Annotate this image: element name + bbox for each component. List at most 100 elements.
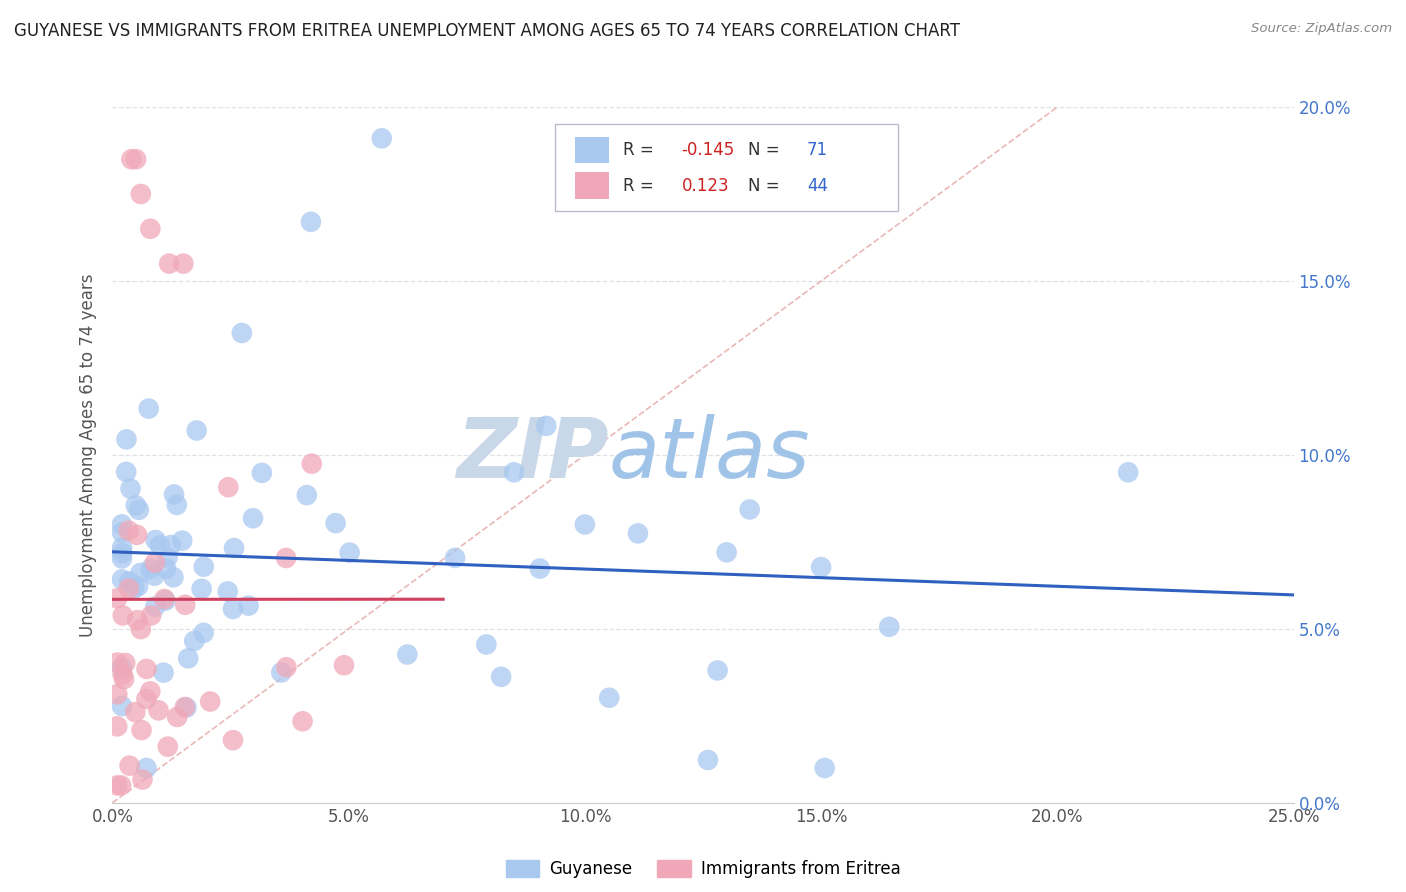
Text: Source: ZipAtlas.com: Source: ZipAtlas.com bbox=[1251, 22, 1392, 36]
Point bbox=[115, 433, 138, 447]
Point bbox=[143, 556, 166, 570]
Point bbox=[118, 758, 141, 772]
Point bbox=[174, 598, 197, 612]
Point bbox=[120, 482, 142, 496]
Point bbox=[716, 545, 738, 559]
Point bbox=[706, 664, 728, 678]
Point bbox=[222, 541, 245, 555]
Point bbox=[193, 625, 215, 640]
Point bbox=[114, 656, 136, 670]
Point bbox=[117, 524, 139, 538]
Point bbox=[250, 466, 273, 480]
Point bbox=[111, 525, 134, 540]
Point bbox=[186, 424, 208, 438]
Point bbox=[222, 733, 245, 747]
Point bbox=[198, 694, 221, 708]
Point bbox=[131, 772, 153, 787]
Point bbox=[129, 622, 152, 636]
Point bbox=[536, 418, 558, 433]
Point bbox=[274, 551, 297, 566]
Point bbox=[143, 568, 166, 582]
Point bbox=[152, 665, 174, 680]
Point bbox=[598, 690, 620, 705]
Point bbox=[155, 562, 177, 576]
Point bbox=[160, 538, 183, 552]
Point bbox=[135, 761, 157, 775]
Point bbox=[111, 546, 134, 560]
Point bbox=[129, 566, 152, 580]
Point bbox=[135, 662, 157, 676]
Point bbox=[120, 152, 142, 166]
Point bbox=[105, 719, 128, 733]
Point bbox=[111, 541, 134, 555]
Point bbox=[125, 152, 148, 166]
Point bbox=[105, 591, 128, 606]
Point bbox=[396, 648, 419, 662]
Point bbox=[149, 539, 172, 553]
Text: atlas: atlas bbox=[609, 415, 810, 495]
Y-axis label: Unemployment Among Ages 65 to 74 years: Unemployment Among Ages 65 to 74 years bbox=[79, 273, 97, 637]
Point bbox=[183, 634, 205, 648]
Point bbox=[489, 670, 512, 684]
Point bbox=[697, 753, 720, 767]
Point bbox=[529, 561, 551, 575]
Legend: Guyanese, Immigrants from Eritrea: Guyanese, Immigrants from Eritrea bbox=[499, 854, 907, 885]
Point bbox=[122, 582, 145, 596]
Point bbox=[166, 498, 188, 512]
Text: 0.123: 0.123 bbox=[682, 177, 730, 194]
Point bbox=[111, 573, 134, 587]
Point bbox=[574, 517, 596, 532]
Point bbox=[115, 465, 138, 479]
Text: ZIP: ZIP bbox=[456, 415, 609, 495]
Point bbox=[325, 516, 347, 530]
Point bbox=[156, 550, 179, 565]
Point bbox=[125, 499, 148, 513]
Point bbox=[193, 559, 215, 574]
FancyBboxPatch shape bbox=[575, 172, 609, 199]
Point bbox=[222, 602, 245, 616]
FancyBboxPatch shape bbox=[575, 137, 609, 163]
Point bbox=[153, 592, 176, 607]
Point bbox=[172, 533, 194, 548]
Point bbox=[291, 714, 314, 729]
Point bbox=[131, 723, 153, 737]
Point bbox=[139, 221, 162, 235]
Point bbox=[339, 546, 361, 560]
Point bbox=[111, 608, 134, 623]
Point bbox=[111, 661, 134, 675]
Point bbox=[163, 487, 186, 501]
FancyBboxPatch shape bbox=[555, 124, 898, 211]
Point bbox=[155, 593, 177, 607]
Point bbox=[157, 256, 180, 270]
Point bbox=[217, 480, 239, 494]
Point bbox=[111, 517, 134, 532]
Text: -0.145: -0.145 bbox=[682, 141, 735, 159]
Point bbox=[105, 656, 128, 670]
Point bbox=[128, 503, 150, 517]
Point bbox=[162, 570, 184, 584]
Text: R =: R = bbox=[623, 177, 658, 194]
Point bbox=[810, 560, 832, 574]
Point bbox=[135, 692, 157, 706]
Text: 44: 44 bbox=[807, 177, 828, 194]
Point bbox=[333, 658, 356, 673]
Point bbox=[139, 562, 162, 576]
Point bbox=[877, 620, 900, 634]
Point bbox=[118, 582, 141, 596]
Point bbox=[125, 528, 148, 542]
Point bbox=[129, 187, 152, 202]
Text: N =: N = bbox=[748, 141, 785, 159]
Point bbox=[242, 511, 264, 525]
Point bbox=[177, 651, 200, 665]
Text: 71: 71 bbox=[807, 141, 828, 159]
Point bbox=[156, 739, 179, 754]
Point bbox=[190, 582, 212, 596]
Point bbox=[176, 700, 198, 714]
Point bbox=[371, 131, 394, 145]
Point bbox=[110, 778, 132, 792]
Point bbox=[270, 665, 292, 680]
Point bbox=[238, 599, 260, 613]
Point bbox=[1116, 466, 1139, 480]
Point bbox=[105, 687, 128, 701]
Point bbox=[172, 256, 194, 270]
